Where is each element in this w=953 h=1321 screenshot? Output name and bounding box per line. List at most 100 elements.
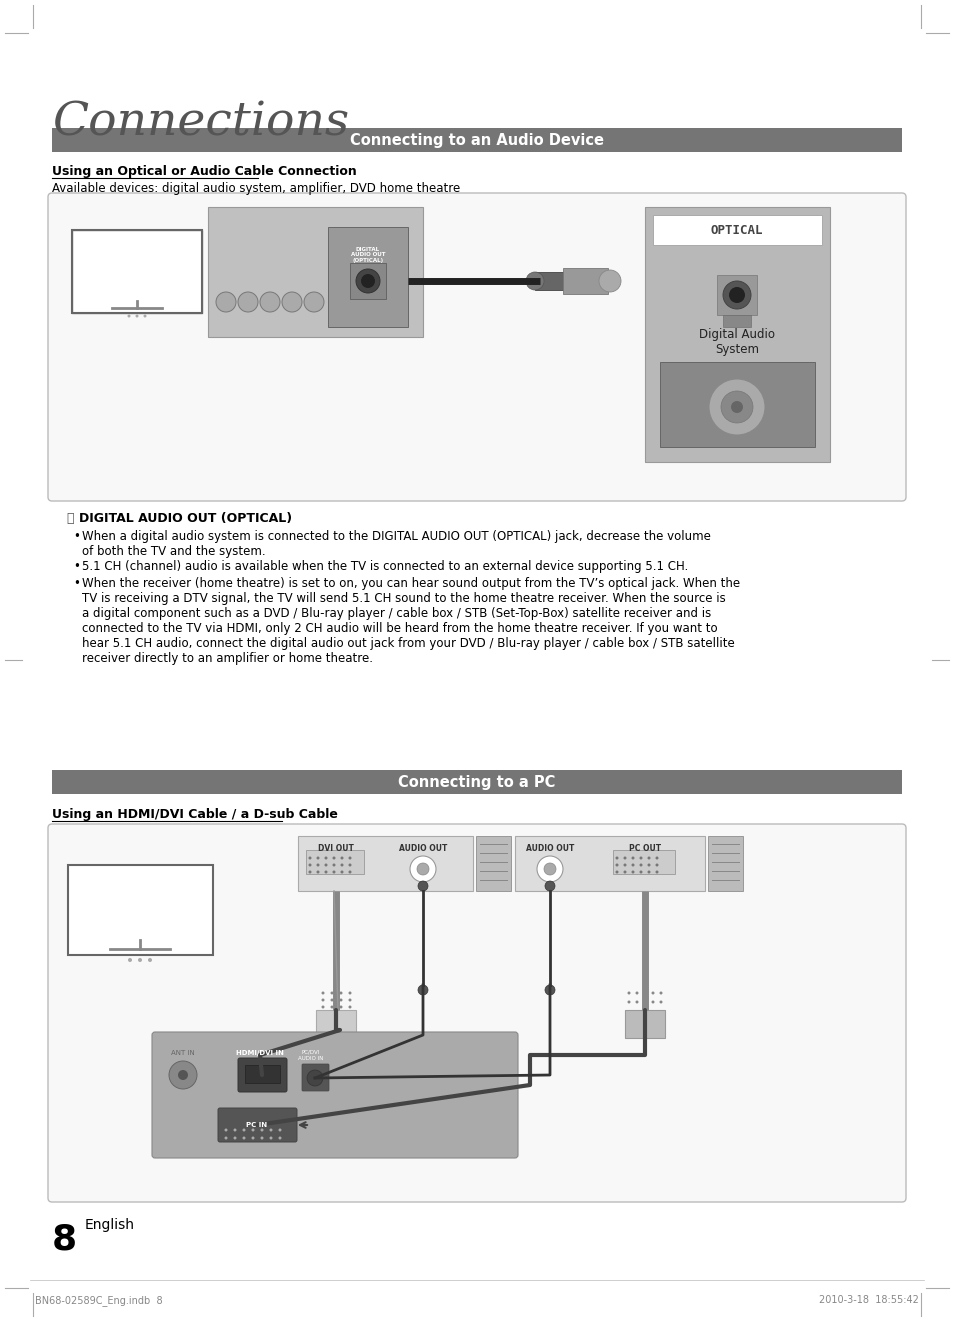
Text: ANT IN: ANT IN: [171, 1050, 194, 1055]
Text: BN68-02589C_Eng.indb  8: BN68-02589C_Eng.indb 8: [35, 1295, 162, 1306]
FancyBboxPatch shape: [218, 1108, 296, 1141]
Circle shape: [655, 856, 658, 860]
Circle shape: [340, 856, 343, 860]
Bar: [644, 207, 829, 462]
Circle shape: [639, 871, 641, 873]
Bar: [562, 268, 607, 295]
Text: When the receiver (home theatre) is set to on, you can hear sound output from th: When the receiver (home theatre) is set …: [82, 577, 740, 664]
Text: Connections: Connections: [52, 100, 349, 145]
Circle shape: [647, 871, 650, 873]
Bar: [659, 362, 814, 446]
Circle shape: [321, 1005, 324, 1008]
Circle shape: [148, 958, 152, 962]
Circle shape: [643, 1000, 646, 1004]
Circle shape: [416, 863, 429, 875]
Text: Available devices: digital audio system, amplifier, DVD home theatre: Available devices: digital audio system,…: [52, 182, 459, 196]
Circle shape: [138, 958, 142, 962]
Polygon shape: [58, 955, 253, 1085]
Circle shape: [722, 281, 750, 309]
Bar: [52, 128, 901, 152]
Text: •: •: [73, 577, 80, 590]
Circle shape: [720, 391, 752, 423]
Text: DIGITAL
AUDIO OUT
(OPTICAL): DIGITAL AUDIO OUT (OPTICAL): [351, 247, 385, 263]
Circle shape: [307, 1070, 323, 1086]
Circle shape: [631, 856, 634, 860]
Bar: [652, 215, 821, 244]
Circle shape: [655, 864, 658, 867]
Circle shape: [639, 864, 641, 867]
Circle shape: [252, 1136, 254, 1140]
Circle shape: [623, 871, 626, 873]
Circle shape: [321, 999, 324, 1001]
Circle shape: [598, 269, 620, 292]
Circle shape: [330, 999, 334, 1001]
Circle shape: [339, 999, 342, 1001]
Circle shape: [651, 1000, 654, 1004]
Circle shape: [348, 992, 351, 995]
Circle shape: [348, 864, 351, 867]
Text: When a digital audio system is connected to the DIGITAL AUDIO OUT (OPTICAL) jack: When a digital audio system is connected…: [82, 530, 710, 557]
Text: Using an HDMI/DVI Cable / a D-sub Cable: Using an HDMI/DVI Cable / a D-sub Cable: [52, 808, 337, 820]
Circle shape: [324, 864, 327, 867]
Circle shape: [178, 1070, 188, 1081]
Bar: [624, 1011, 664, 1038]
Circle shape: [544, 985, 555, 995]
Circle shape: [615, 871, 618, 873]
Bar: [315, 1011, 355, 1038]
FancyBboxPatch shape: [237, 1058, 287, 1092]
Bar: [68, 865, 213, 955]
Circle shape: [215, 292, 235, 312]
Circle shape: [627, 992, 630, 995]
Circle shape: [631, 871, 634, 873]
Bar: [717, 275, 757, 314]
Circle shape: [360, 273, 375, 288]
Text: 5.1 CH (channel) audio is available when the TV is connected to an external devi: 5.1 CH (channel) audio is available when…: [82, 560, 687, 573]
Circle shape: [647, 864, 650, 867]
FancyBboxPatch shape: [48, 824, 905, 1202]
Bar: [535, 272, 564, 291]
Text: PC IN: PC IN: [246, 1122, 267, 1128]
Circle shape: [635, 992, 638, 995]
Bar: [71, 230, 202, 313]
Circle shape: [410, 856, 436, 882]
Circle shape: [224, 1136, 227, 1140]
Circle shape: [333, 864, 335, 867]
Circle shape: [135, 314, 138, 317]
Bar: [350, 263, 386, 299]
Circle shape: [615, 864, 618, 867]
Circle shape: [233, 1136, 236, 1140]
Circle shape: [316, 864, 319, 867]
Text: •: •: [73, 560, 80, 573]
Text: DIGITAL AUDIO OUT (OPTICAL): DIGITAL AUDIO OUT (OPTICAL): [79, 513, 292, 524]
Circle shape: [647, 856, 650, 860]
Circle shape: [169, 1061, 196, 1089]
Circle shape: [128, 958, 132, 962]
Bar: [613, 849, 675, 875]
Bar: [52, 770, 901, 794]
Bar: [328, 227, 408, 328]
Text: AUDIO OUT: AUDIO OUT: [398, 844, 447, 853]
Circle shape: [333, 856, 335, 860]
Circle shape: [308, 856, 312, 860]
Circle shape: [269, 1128, 273, 1132]
FancyBboxPatch shape: [48, 193, 905, 501]
Circle shape: [278, 1128, 281, 1132]
Bar: [306, 849, 364, 875]
Circle shape: [708, 379, 764, 435]
Text: PC/DVI
AUDIO IN: PC/DVI AUDIO IN: [298, 1050, 323, 1061]
Text: PC OUT: PC OUT: [628, 844, 660, 853]
Text: English: English: [85, 1218, 135, 1232]
Circle shape: [316, 871, 319, 873]
Circle shape: [525, 272, 543, 291]
Bar: [515, 836, 704, 890]
Circle shape: [651, 992, 654, 995]
Circle shape: [242, 1128, 245, 1132]
Text: 8: 8: [52, 1222, 77, 1256]
Text: HDMI/DVI IN: HDMI/DVI IN: [235, 1050, 284, 1055]
Circle shape: [339, 992, 342, 995]
Circle shape: [330, 1005, 334, 1008]
Text: Connecting to a PC: Connecting to a PC: [398, 774, 555, 790]
Circle shape: [308, 864, 312, 867]
Circle shape: [308, 871, 312, 873]
Circle shape: [355, 269, 379, 293]
